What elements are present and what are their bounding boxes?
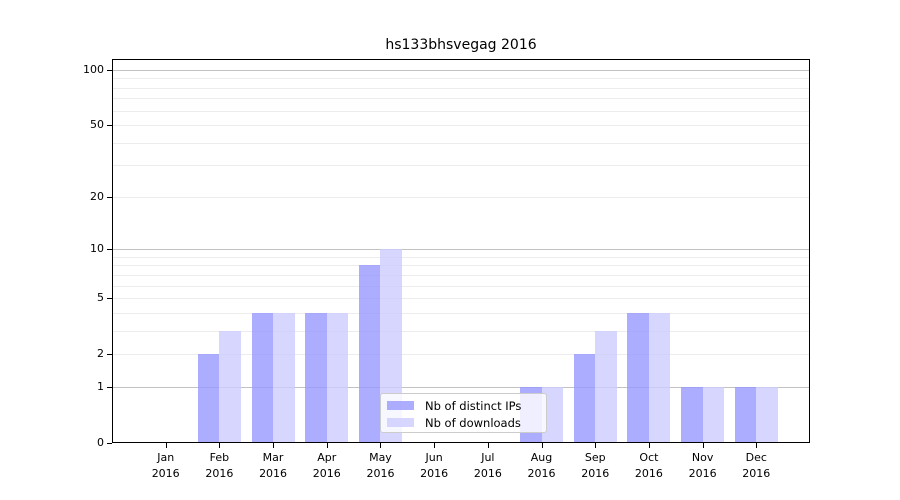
bar-distinct-ips-nov bbox=[681, 386, 703, 443]
gridline-y-8 bbox=[113, 265, 809, 267]
x-tickmark-apr bbox=[326, 443, 328, 448]
bar-distinct-ips-sep bbox=[573, 354, 596, 443]
y-tickmark-20 bbox=[107, 196, 112, 198]
x-tick-label-jan: Jan 2016 bbox=[151, 451, 180, 480]
bar-downloads-dec bbox=[756, 386, 778, 443]
x-tick-label-jul: Jul 2016 bbox=[473, 451, 502, 480]
y-tick-label-1: 1 bbox=[97, 379, 104, 393]
gridline-y-10 bbox=[113, 249, 809, 251]
bar-downloads-sep bbox=[595, 330, 617, 443]
gridline-y-70 bbox=[113, 98, 809, 100]
gridline-y-6 bbox=[113, 285, 809, 287]
gridline-y-90 bbox=[113, 78, 809, 80]
gridline-y-50 bbox=[113, 125, 809, 127]
y-tickmark-50 bbox=[107, 125, 112, 127]
gridline-y-30 bbox=[113, 165, 809, 167]
legend-item-downloads: Nb of downloads bbox=[387, 414, 540, 431]
x-tickmark-jul bbox=[487, 443, 489, 448]
y-tick-label-0: 0 bbox=[97, 436, 104, 449]
x-tick-label-aug: Aug 2016 bbox=[527, 451, 556, 480]
bar-distinct-ips-mar bbox=[251, 312, 274, 443]
y-tickmark-5 bbox=[107, 298, 112, 300]
x-tick-label-apr: Apr 2016 bbox=[312, 451, 341, 480]
legend-item-distinct-ips: Nb of distinct IPs bbox=[387, 397, 540, 414]
gridline-y-100 bbox=[113, 70, 809, 71]
y-tick-label-100: 100 bbox=[83, 63, 104, 76]
x-tick-label-jun: Jun 2016 bbox=[420, 451, 449, 480]
x-tick-label-may: May 2016 bbox=[366, 451, 395, 480]
chart-title: hs133bhsvegag 2016 bbox=[385, 37, 537, 53]
gridline-y-1 bbox=[113, 386, 809, 388]
gridline-y-9 bbox=[113, 256, 809, 258]
y-tick-label-10: 10 bbox=[90, 242, 104, 256]
y-tickmark-10 bbox=[107, 249, 112, 251]
bar-downloads-feb bbox=[219, 330, 241, 443]
x-tick-label-oct: Oct 2016 bbox=[634, 451, 663, 480]
bar-distinct-ips-feb bbox=[197, 354, 220, 443]
gridline-y-40 bbox=[113, 142, 809, 144]
bar-distinct-ips-oct bbox=[627, 312, 649, 443]
bar-downloads-oct bbox=[648, 312, 671, 443]
y-tickmark-0 bbox=[107, 443, 112, 444]
gridline-y-7 bbox=[113, 274, 809, 276]
x-tickmark-feb bbox=[219, 443, 221, 448]
y-tickmark-100 bbox=[107, 70, 112, 71]
gridline-y-3 bbox=[113, 330, 809, 332]
x-tick-label-nov: Nov 2016 bbox=[688, 451, 717, 480]
x-tickmark-sep bbox=[595, 443, 597, 448]
x-tickmark-nov bbox=[702, 443, 704, 448]
gridline-y-80 bbox=[113, 87, 809, 89]
bar-downloads-mar bbox=[273, 312, 295, 443]
bar-downloads-apr bbox=[326, 312, 349, 443]
x-tick-label-mar: Mar 2016 bbox=[259, 451, 288, 480]
legend-swatch-distinct-ips-icon bbox=[387, 401, 414, 410]
gridline-y-20 bbox=[113, 196, 809, 198]
x-tick-label-dec: Dec 2016 bbox=[742, 451, 771, 480]
legend: Nb of distinct IPs Nb of downloads bbox=[380, 393, 547, 433]
x-tickmark-dec bbox=[756, 443, 758, 448]
x-tickmark-jun bbox=[434, 443, 436, 448]
y-tick-label-2: 2 bbox=[97, 347, 104, 361]
x-tick-label-feb: Feb 2016 bbox=[205, 451, 234, 480]
legend-swatch-downloads-icon bbox=[387, 418, 414, 427]
x-tickmark-may bbox=[380, 443, 382, 448]
x-tick-label-sep: Sep 2016 bbox=[581, 451, 610, 480]
x-tickmark-jan bbox=[165, 443, 167, 448]
gridline-y-60 bbox=[113, 110, 809, 112]
x-tickmark-mar bbox=[273, 443, 275, 448]
gridline-y-5 bbox=[113, 298, 809, 300]
bar-downloads-nov bbox=[702, 386, 725, 443]
x-tickmark-oct bbox=[648, 443, 650, 448]
y-tick-label-50: 50 bbox=[90, 118, 104, 132]
x-tickmark-aug bbox=[541, 443, 543, 448]
y-tick-label-5: 5 bbox=[97, 291, 104, 305]
bar-distinct-ips-may bbox=[358, 265, 381, 443]
y-tickmark-2 bbox=[107, 354, 112, 356]
gridline-y-4 bbox=[113, 312, 809, 314]
legend-label-downloads: Nb of downloads bbox=[425, 415, 521, 430]
bar-distinct-ips-dec bbox=[734, 386, 757, 443]
y-tickmark-1 bbox=[107, 386, 112, 388]
gridline-y-2 bbox=[113, 354, 809, 356]
legend-label-distinct-ips: Nb of distinct IPs bbox=[425, 398, 522, 413]
bar-distinct-ips-apr bbox=[305, 312, 327, 443]
y-tick-label-20: 20 bbox=[90, 189, 104, 203]
